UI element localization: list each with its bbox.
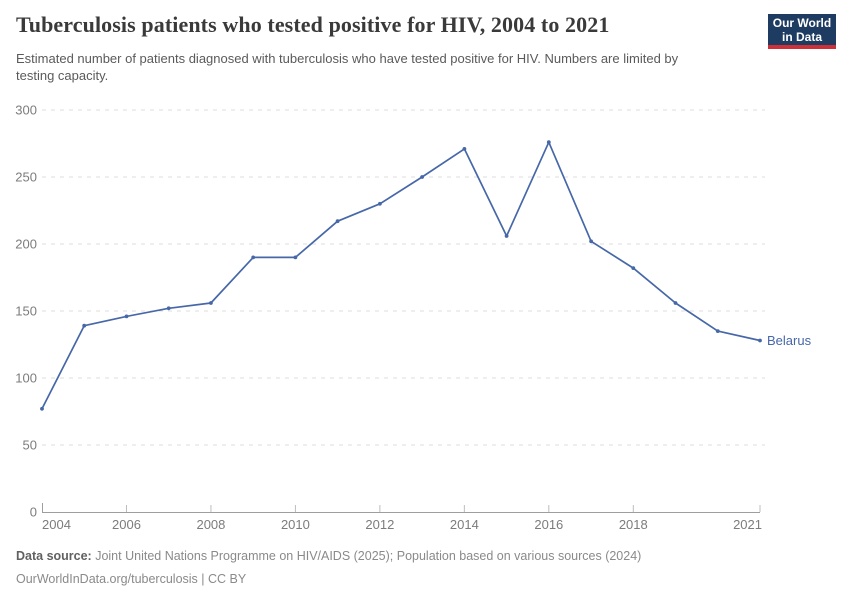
x-tick-label: 2008 [196, 517, 225, 532]
data-point [673, 301, 678, 305]
data-point [758, 338, 762, 343]
data-point [504, 234, 509, 238]
series-line [41, 141, 761, 410]
data-point [124, 314, 129, 319]
y-tick-label: 300 [15, 103, 37, 118]
y-tick-label: 50 [23, 438, 37, 453]
x-tick-label: 2004 [42, 517, 71, 532]
owid-logo: Our World in Data [768, 14, 836, 49]
chart-footer: Data source: Joint United Nations Progra… [16, 545, 641, 591]
data-point [251, 255, 256, 260]
x-tick-label: 2012 [365, 517, 394, 532]
data-point [166, 306, 171, 311]
data-point [420, 175, 424, 179]
x-tick-label: 2010 [281, 517, 310, 532]
data-point [209, 301, 213, 305]
credit-line: OurWorldInData.org/tuberculosis | CC BY [16, 572, 247, 586]
y-tick-label: 250 [15, 170, 37, 185]
x-tick-label: 2014 [450, 517, 479, 532]
data-source-text: Joint United Nations Programme on HIV/AI… [91, 549, 642, 563]
y-tick-label: 100 [15, 371, 37, 386]
chart-title: Tuberculosis patients who tested positiv… [16, 12, 610, 37]
owid-logo-stripe [768, 45, 836, 49]
chart-subtitle: Estimated number of patients diagnosed w… [16, 51, 679, 84]
x-tick-label: 2006 [112, 517, 141, 532]
data-point [293, 255, 298, 260]
y-tick-label: 200 [15, 237, 37, 252]
data-point [462, 147, 467, 151]
chart-svg: 0 50 100 150 200 250 300 2004 2006 2008 2010 2012 20… [15, 103, 812, 533]
x-tick-label: 2018 [619, 517, 648, 532]
data-point [82, 323, 87, 328]
data-point [378, 201, 382, 206]
series-label: Belarus [767, 333, 812, 348]
data-point [589, 239, 593, 244]
owid-logo-line1: Our World [772, 15, 832, 30]
data-point [631, 266, 636, 270]
data-point [715, 329, 720, 333]
x-tick-label: 2016 [534, 517, 563, 532]
y-tick-label: 150 [15, 304, 37, 319]
x-tick-label: 2021 [733, 517, 762, 532]
owid-logo-line2: in Data [781, 29, 822, 44]
data-source-line: Data source: Joint United Nations Progra… [16, 545, 641, 568]
data-point [40, 406, 44, 411]
data-source-label: Data source: [16, 549, 92, 563]
y-tick-label: 0 [30, 505, 37, 520]
data-point [335, 219, 340, 224]
data-point [546, 140, 551, 145]
